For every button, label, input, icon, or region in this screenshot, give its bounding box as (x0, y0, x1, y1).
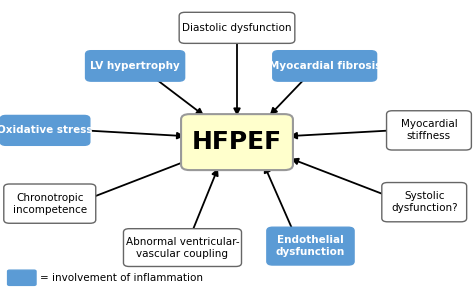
FancyBboxPatch shape (123, 229, 242, 267)
Text: Systolic
dysfunction?: Systolic dysfunction? (391, 191, 457, 213)
FancyBboxPatch shape (0, 115, 90, 145)
Text: Chronotropic
incompetence: Chronotropic incompetence (13, 193, 87, 215)
FancyBboxPatch shape (8, 270, 36, 285)
FancyBboxPatch shape (4, 184, 96, 223)
FancyBboxPatch shape (85, 51, 184, 81)
Text: LV hypertrophy: LV hypertrophy (90, 61, 180, 71)
FancyBboxPatch shape (179, 12, 295, 43)
FancyBboxPatch shape (382, 183, 466, 222)
Text: Oxidative stress: Oxidative stress (0, 125, 93, 135)
FancyBboxPatch shape (387, 111, 471, 150)
Text: Endothelial
dysfunction: Endothelial dysfunction (276, 235, 345, 257)
Text: Abnormal ventricular-
vascular coupling: Abnormal ventricular- vascular coupling (126, 236, 239, 259)
Text: Myocardial fibrosis: Myocardial fibrosis (268, 61, 381, 71)
FancyBboxPatch shape (267, 227, 354, 265)
FancyBboxPatch shape (273, 51, 376, 81)
Text: = involvement of inflammation: = involvement of inflammation (40, 273, 203, 283)
FancyBboxPatch shape (181, 114, 293, 170)
Text: Diastolic dysfunction: Diastolic dysfunction (182, 23, 292, 33)
Text: HFPEF: HFPEF (192, 130, 282, 154)
Text: Myocardial
stiffness: Myocardial stiffness (401, 119, 457, 142)
